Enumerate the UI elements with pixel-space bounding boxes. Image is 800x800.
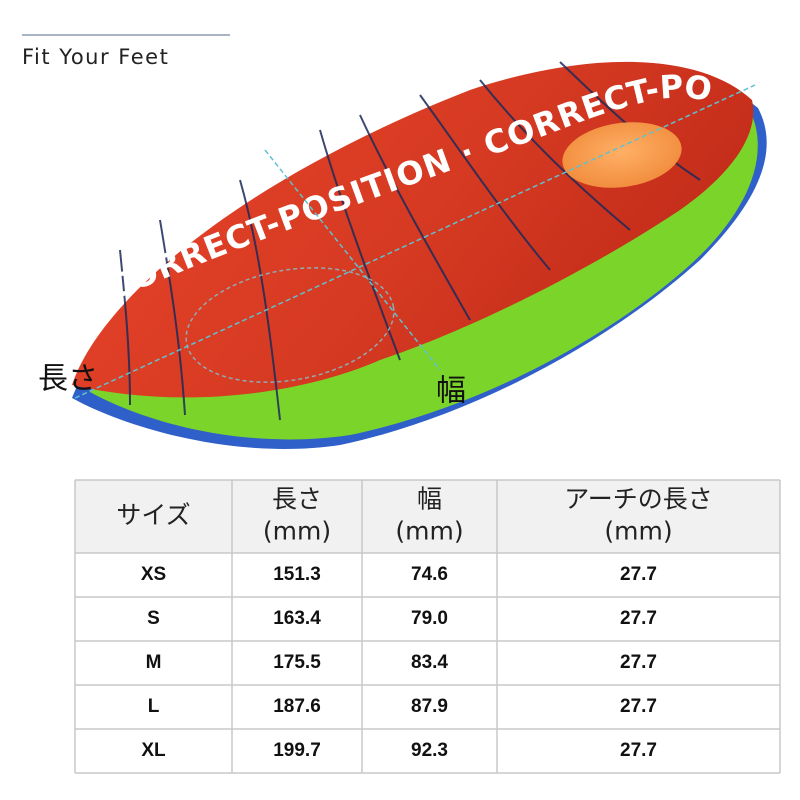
- table-cell: 175.5: [273, 652, 321, 673]
- table-cell: 27.7: [620, 740, 657, 761]
- header-cell: 幅: [417, 485, 442, 514]
- table-cell: 83.4: [411, 652, 448, 673]
- header-title: Fit Your Feet: [22, 45, 169, 69]
- header-cell: (mm): [604, 517, 672, 546]
- table-cell: 74.6: [411, 564, 448, 585]
- table-cell: 163.4: [273, 608, 321, 629]
- header-cell: 長さ: [272, 485, 322, 514]
- table-cell: 92.3: [411, 740, 448, 761]
- table-cell: XL: [141, 740, 166, 761]
- header-cell: (mm): [395, 517, 463, 546]
- header-cell: アーチの長さ: [564, 485, 713, 514]
- length-line: [74, 84, 756, 399]
- table-cell: 199.7: [273, 740, 321, 761]
- header-background: [75, 480, 780, 553]
- table-cell: XS: [141, 564, 166, 585]
- width-line: [264, 149, 441, 371]
- table-cell: 27.7: [620, 696, 657, 717]
- insole: CORRECT-POSITION · CORRECT-PO: [72, 61, 767, 449]
- table-cell: 27.7: [620, 564, 657, 585]
- table-cell: 151.3: [273, 564, 321, 585]
- width-label: 幅: [436, 374, 466, 409]
- table-cell: 27.7: [620, 652, 657, 673]
- table-cell: S: [147, 608, 160, 629]
- header-cell: サイズ: [116, 501, 190, 530]
- table-cell: 87.9: [411, 696, 448, 717]
- header-cell: (mm): [263, 517, 331, 546]
- table-cell: L: [148, 696, 160, 717]
- table-cell: 187.6: [273, 696, 321, 717]
- table-cell: M: [146, 652, 162, 673]
- size-table: サイズ 長さ (mm) 幅 (mm) アーチの長さ (mm) XS 151.3 74.6 27.7 S…: [74, 479, 781, 774]
- table-cell: 27.7: [620, 608, 657, 629]
- table-cell: 79.0: [411, 608, 448, 629]
- length-label: 長さ: [38, 362, 98, 397]
